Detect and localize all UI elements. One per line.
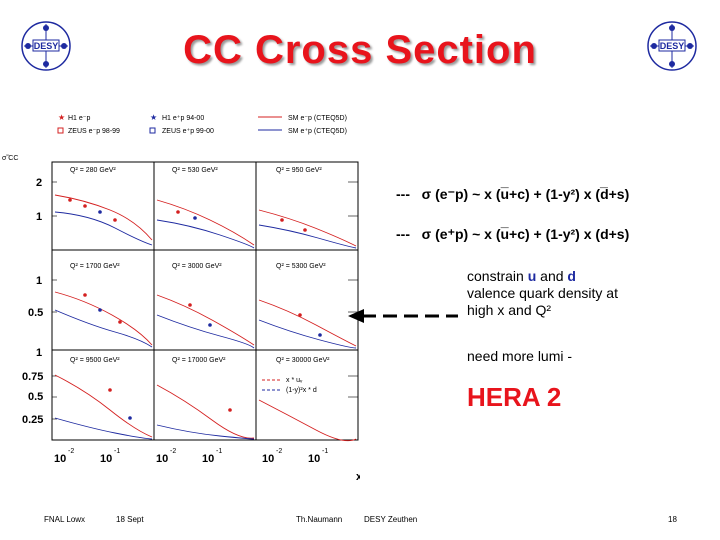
logo-text-left: DESY [34,41,59,51]
note-line-1-prefix: constrain [467,268,528,284]
dashed-arrow-icon [348,309,458,323]
h1-em-marker-icon: ★ [58,113,65,122]
xtick-1-exp: -2 [68,448,74,455]
footer-date: 18 Sept [116,515,144,524]
q2-label-4: Q² = 1700 GeV² [70,263,120,270]
q2-label-5: Q² = 3000 GeV² [172,263,222,270]
x-axis-label: x [356,471,360,483]
xtick-6-exp: -1 [322,448,328,455]
sigma-symbol-2: σ [421,226,432,242]
ytick-row2-05: 0.5 [28,307,43,319]
x-tick-labels: 10 -2 10 -1 10 -2 10 -1 10 -2 10 -1 [54,448,328,465]
lumi-note: need more lumi - [467,348,573,364]
panel-frames [51,161,359,441]
formula-plus-text: (e⁺p) ~ x (u̅+c) + (1-y²) x (d+s) [435,226,630,242]
legend-h1-ep: H1 e⁺p 94-00 [162,115,204,122]
panel-1 [51,161,155,251]
legend-sm-ep: SM e⁺p (CTEQ5D) [288,128,347,135]
xtick-5-exp: -2 [276,448,282,455]
ytick-row3-1: 1 [36,347,42,359]
q2-label-7: Q² = 9500 GeV² [70,357,120,364]
legend-sm-em: SM e⁻p (CTEQ5D) [288,115,347,122]
formula-e-minus-p: --- σ (e⁻p) ~ x (u̅+c) + (1-y²) x (d̅+s) [396,186,629,203]
ytick-row1-1: 1 [36,211,42,223]
ytick-row2-1: 1 [36,275,42,287]
legend-h1-em: H1 e⁻p [68,115,90,122]
formula-dash-1: --- [396,186,410,202]
q2-label-8: Q² = 17000 GeV² [172,357,226,364]
panel-3 [255,161,359,251]
desy-logo-right: DESY [647,21,697,71]
y-axis-label: σ̃ CC [2,155,18,162]
valence-quark-note: constrain u and d valence quark density … [467,268,618,319]
note-line-1: constrain u and d [467,268,618,285]
note-line-3: high x and Q² [467,302,552,318]
q2-label-1: Q² = 280 GeV² [70,167,116,174]
xtick-5: 10 [262,453,274,465]
xtick-4: 10 [202,453,214,465]
ytick-row3-05: 0.5 [28,391,43,403]
zeus-em-marker-icon [57,127,64,134]
formula-e-plus-p: --- σ (e⁺p) ~ x (u̅+c) + (1-y²) x (d+s) [396,226,629,243]
desy-logo-left: DESY [21,21,71,71]
q2-label-9: Q² = 30000 GeV² [276,357,330,364]
xtick-3-exp: -2 [170,448,176,455]
footer-event: FNAL Lowx [44,515,86,524]
note-line-1-and: and [536,268,568,284]
xtick-3: 10 [156,453,168,465]
xtick-2-exp: -1 [114,448,120,455]
xtick-2: 10 [100,453,112,465]
note-u: u [527,268,537,284]
xtick-1: 10 [54,453,66,465]
inset-legend-xd: (1-y)²x * d [286,387,317,394]
legend-zeus-em: ZEUS e⁻p 98-99 [68,128,120,135]
cc-cross-section-figure: ★ H1 e⁻p ★ H1 e⁺p 94-00 SM e⁻p (CTEQ5D) … [2,113,360,483]
xtick-6: 10 [308,453,320,465]
ytick-row3-025: 0.25 [22,414,43,426]
formula-dash-2: --- [396,226,410,242]
data-points [68,198,322,420]
footer-institute: DESY Zeuthen [364,515,418,524]
xtick-4-exp: -1 [216,448,222,455]
inset-legend-xu: x * uᵥ [286,377,303,384]
page-title: CC Cross Section [183,28,537,72]
q2-label-3: Q² = 950 GeV² [276,167,322,174]
plot-legend: ★ H1 e⁻p ★ H1 e⁺p 94-00 SM e⁻p (CTEQ5D) … [57,113,347,135]
ytick-row1-2: 2 [36,177,42,189]
logo-text-right: DESY [660,41,685,51]
ytick-row3-075: 0.75 [22,371,43,383]
q2-label-2: Q² = 530 GeV² [172,167,218,174]
note-line-2: valence quark density at [467,285,618,301]
h1-ep-marker-icon: ★ [150,113,157,122]
legend-zeus-ep: ZEUS e⁺p 99-00 [162,128,214,135]
panel-9 [255,349,359,441]
note-d: d [567,268,576,284]
hera-2-label: HERA 2 [467,382,562,412]
zeus-ep-marker-icon [149,127,156,134]
footer-author: Th.Naumann [296,515,343,524]
q2-label-6: Q² = 5300 GeV² [276,263,326,270]
footer-page-number: 18 [668,515,677,524]
formula-minus-text: (e⁻p) ~ x (u̅+c) + (1-y²) x (d̅+s) [435,186,630,202]
sigma-symbol-1: σ [421,186,432,202]
sm-curves [54,194,357,442]
